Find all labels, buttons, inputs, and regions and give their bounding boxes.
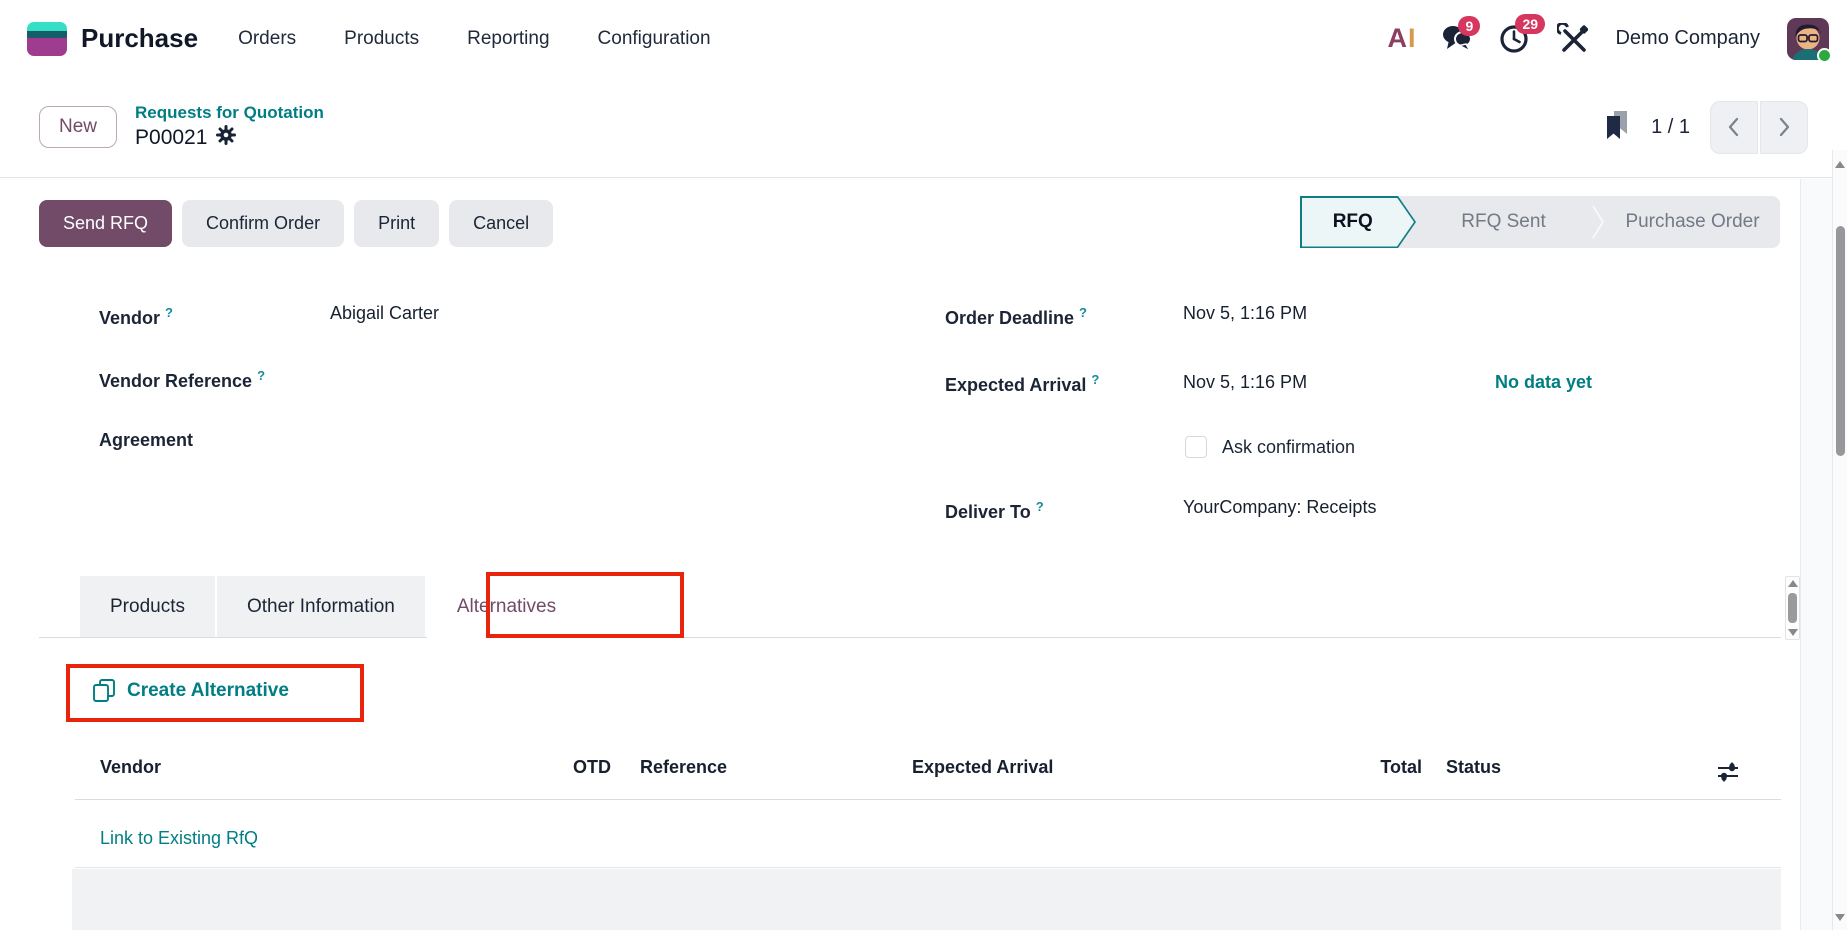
table-row-divider — [75, 867, 1781, 868]
tools-icon[interactable] — [1557, 23, 1589, 54]
tab-alternatives[interactable]: Alternatives — [426, 576, 587, 638]
stage-separator-chevron — [1592, 205, 1605, 239]
notebook-tabs: Products Other Information Alternatives — [80, 576, 588, 638]
copy-icon — [93, 679, 115, 702]
confirm-order-button[interactable]: Confirm Order — [182, 200, 345, 247]
order-deadline-help-icon[interactable]: ? — [1079, 305, 1087, 320]
company-switcher[interactable]: Demo Company — [1615, 27, 1760, 49]
send-rfq-button[interactable]: Send RFQ — [39, 200, 173, 247]
deliver-to-label: Deliver To? — [945, 499, 1044, 522]
stage-rfq-sent[interactable]: RFQ Sent — [1461, 211, 1546, 232]
scroll-down-arrow-icon[interactable] — [1787, 629, 1798, 636]
statusbar: RFQ RFQ Sent Purchase Order — [1300, 196, 1780, 248]
stage-purchase-order[interactable]: Purchase Order — [1625, 211, 1760, 232]
vendor-reference-label: Vendor Reference? — [99, 368, 266, 391]
pager-previous-button[interactable] — [1710, 100, 1758, 154]
order-deadline-value[interactable]: Nov 5, 1:16 PM — [1183, 303, 1308, 323]
bookmark-icon[interactable] — [1603, 109, 1631, 146]
gear-icon[interactable] — [216, 125, 237, 151]
activities-badge: 29 — [1515, 14, 1546, 34]
vendor-reference-help-icon[interactable]: ? — [257, 368, 266, 383]
print-button[interactable]: Print — [354, 200, 440, 247]
sheet-right-margin — [1800, 179, 1833, 930]
record-name: P00021 — [135, 126, 208, 149]
table-empty-footer — [72, 869, 1781, 930]
link-to-existing-rfq[interactable]: Link to Existing RfQ — [100, 828, 259, 848]
vendor-value[interactable]: Abigail Carter — [330, 303, 440, 323]
messages-badge: 9 — [1458, 16, 1481, 36]
online-status-dot — [1817, 47, 1832, 63]
status-button-bar: Send RFQ Confirm Order Print Cancel — [39, 200, 554, 247]
tab-products[interactable]: Products — [80, 576, 215, 638]
breadcrumb: Requests for Quotation P00021 — [135, 103, 324, 151]
column-header-status[interactable]: Status — [1446, 757, 1502, 777]
control-panel: New Requests for Quotation P00021 — [0, 77, 1847, 178]
app-name[interactable]: Purchase — [81, 23, 199, 53]
ask-confirmation-label[interactable]: Ask confirmation — [1222, 437, 1356, 457]
deliver-to-help-icon[interactable]: ? — [1035, 499, 1044, 514]
user-avatar[interactable] — [1787, 17, 1832, 63]
inner-scrollbar-thumb[interactable] — [1788, 593, 1797, 623]
deliver-to-value[interactable]: YourCompany: Receipts — [1183, 497, 1377, 517]
ask-confirmation-checkbox[interactable] — [1185, 436, 1207, 458]
agreement-value[interactable] — [330, 426, 630, 454]
main-scrollbar[interactable] — [1832, 150, 1847, 930]
column-header-total[interactable]: Total — [1380, 757, 1422, 777]
top-navbar: Purchase Orders Products Reporting Confi… — [0, 0, 1847, 77]
menu-configuration[interactable]: Configuration — [597, 27, 711, 49]
create-alternative-button[interactable]: Create Alternative — [92, 678, 289, 703]
pager-counter: 1 / 1 — [1651, 115, 1690, 138]
expected-arrival-help-icon[interactable]: ? — [1091, 372, 1100, 387]
annotation-box-alternatives — [486, 572, 684, 638]
messages-icon[interactable]: 9 — [1442, 16, 1481, 52]
agreement-label: Agreement — [99, 430, 194, 450]
column-header-expected-arrival[interactable]: Expected Arrival — [912, 757, 1054, 777]
annotation-box-create-alternative — [66, 664, 364, 722]
optional-columns-icon[interactable] — [1716, 762, 1740, 787]
stage-rfq[interactable]: RFQ — [1300, 196, 1416, 248]
activities-clock-icon[interactable]: 29 — [1499, 14, 1546, 54]
cancel-button[interactable]: Cancel — [449, 200, 554, 247]
vendor-label: Vendor? — [99, 305, 173, 328]
purchase-app-icon[interactable] — [27, 21, 67, 56]
vendor-reference-value[interactable] — [330, 362, 630, 390]
menu-orders[interactable]: Orders — [238, 27, 297, 49]
pager-next-button[interactable] — [1760, 100, 1808, 154]
column-header-vendor[interactable]: Vendor — [100, 757, 162, 777]
table-header-divider — [75, 799, 1781, 800]
new-button[interactable]: New — [39, 106, 118, 148]
expected-arrival-label: Expected Arrival? — [945, 372, 1100, 395]
scroll-up-arrow-icon[interactable] — [1787, 580, 1798, 587]
main-scroll-down-arrow-icon[interactable] — [1835, 914, 1845, 921]
column-header-otd[interactable]: OTD — [573, 757, 611, 777]
tabs-divider — [39, 637, 1781, 638]
tab-other-information[interactable]: Other Information — [216, 576, 425, 638]
expected-arrival-value[interactable]: Nov 5, 1:16 PM — [1183, 372, 1308, 392]
no-data-yet-link[interactable]: No data yet — [1495, 372, 1593, 392]
main-menu: Orders Products Reporting Configuration — [238, 28, 710, 50]
breadcrumb-parent-link[interactable]: Requests for Quotation — [135, 103, 324, 122]
order-deadline-label: Order Deadline? — [945, 305, 1087, 328]
menu-products[interactable]: Products — [344, 27, 420, 49]
menu-reporting[interactable]: Reporting — [467, 27, 550, 49]
column-header-reference[interactable]: Reference — [640, 757, 728, 777]
inner-scrollbar[interactable] — [1785, 576, 1800, 640]
main-scroll-up-arrow-icon[interactable] — [1835, 161, 1845, 168]
vendor-help-icon[interactable]: ? — [165, 305, 173, 320]
main-scrollbar-thumb[interactable] — [1836, 226, 1845, 456]
